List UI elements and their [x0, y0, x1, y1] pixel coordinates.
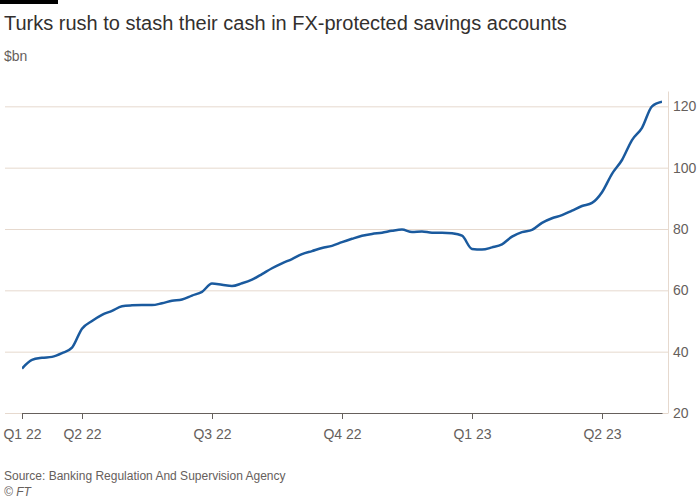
- header-bar: [0, 0, 58, 4]
- grid-line: [5, 229, 668, 230]
- subtitle: $bn: [4, 48, 27, 64]
- y-axis: 20 40 60 80 100 120: [5, 92, 697, 421]
- tick-mark: [342, 413, 343, 419]
- tick-label: 60: [673, 282, 689, 298]
- tick-label: 120: [673, 98, 697, 114]
- tick: Q1 22: [3, 413, 41, 442]
- tick-label: Q3 22: [193, 426, 231, 442]
- tick-label: 40: [673, 344, 689, 360]
- tick-label: Q4 22: [323, 426, 361, 442]
- tick: Q3 22: [193, 413, 231, 442]
- tick: 60: [5, 282, 689, 298]
- tick: Q1 23: [453, 413, 491, 442]
- tick-label: Q2 23: [583, 426, 621, 442]
- tick: 20: [5, 405, 689, 421]
- tick-label: Q1 22: [3, 426, 41, 442]
- grid-line: [5, 290, 668, 291]
- tick-label: Q2 22: [63, 426, 101, 442]
- tick: Q4 22: [323, 413, 361, 442]
- chart: Turks rush to stash their cash in FX-pro…: [0, 0, 700, 500]
- tick-mark: [22, 413, 23, 419]
- grid-line: [5, 106, 668, 107]
- grid-line: [5, 168, 668, 169]
- tick-label: 80: [673, 221, 689, 237]
- tick-mark: [602, 413, 603, 419]
- plot-area: [22, 102, 662, 369]
- tick: 100: [5, 160, 697, 176]
- tick: Q2 22: [63, 413, 101, 442]
- tick-label: 100: [673, 160, 697, 176]
- x-axis: Q1 22 Q2 22 Q3 22 Q4 22 Q1 23 Q2 23: [3, 413, 662, 442]
- tick-label: Q1 23: [453, 426, 491, 442]
- tick: 80: [5, 221, 689, 237]
- title: Turks rush to stash their cash in FX-pro…: [4, 12, 567, 34]
- grid-line: [5, 352, 668, 353]
- tick: 120: [5, 98, 697, 114]
- tick-mark: [82, 413, 83, 419]
- tick-mark: [472, 413, 473, 419]
- line: [22, 102, 662, 369]
- grid-line: [5, 413, 668, 414]
- tick-mark: [212, 413, 213, 419]
- tick: 40: [5, 344, 689, 360]
- tick-label: 20: [673, 405, 689, 421]
- source: Source: Banking Regulation And Supervisi…: [4, 469, 286, 483]
- credit: © FT: [4, 485, 33, 499]
- axis-line: [668, 92, 669, 414]
- tick: Q2 23: [583, 413, 621, 442]
